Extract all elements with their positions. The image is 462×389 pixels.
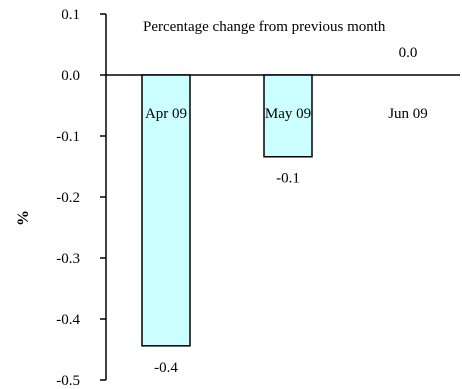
- category-label: Apr 09: [145, 106, 187, 122]
- bar-apr-09: [141, 74, 191, 347]
- y-axis-label: %: [15, 210, 32, 226]
- y-tick-label: 0.0: [61, 68, 80, 84]
- axes: 0.1 0.0 -0.1 -0.2 -0.3 -0.4 -0.5: [56, 7, 460, 389]
- data-label: -0.4: [154, 360, 178, 376]
- y-tick-label: -0.1: [56, 129, 80, 145]
- bars: [141, 74, 313, 347]
- labels: Apr 09 -0.4 May 09 -0.1 Jun 09 0.0: [145, 45, 428, 376]
- chart-title: Percentage change from previous month: [143, 19, 386, 35]
- y-tick-label: -0.4: [56, 312, 80, 328]
- y-tick-label: -0.3: [56, 251, 80, 267]
- data-label: 0.0: [399, 45, 418, 61]
- category-label: Jun 09: [388, 106, 428, 122]
- y-tick-label: -0.5: [56, 373, 80, 389]
- y-tick-label: 0.1: [61, 7, 80, 23]
- category-label: May 09: [265, 106, 311, 122]
- data-label: -0.1: [276, 171, 300, 187]
- y-tick-label: -0.2: [56, 190, 80, 206]
- bar-may-09: [263, 74, 313, 158]
